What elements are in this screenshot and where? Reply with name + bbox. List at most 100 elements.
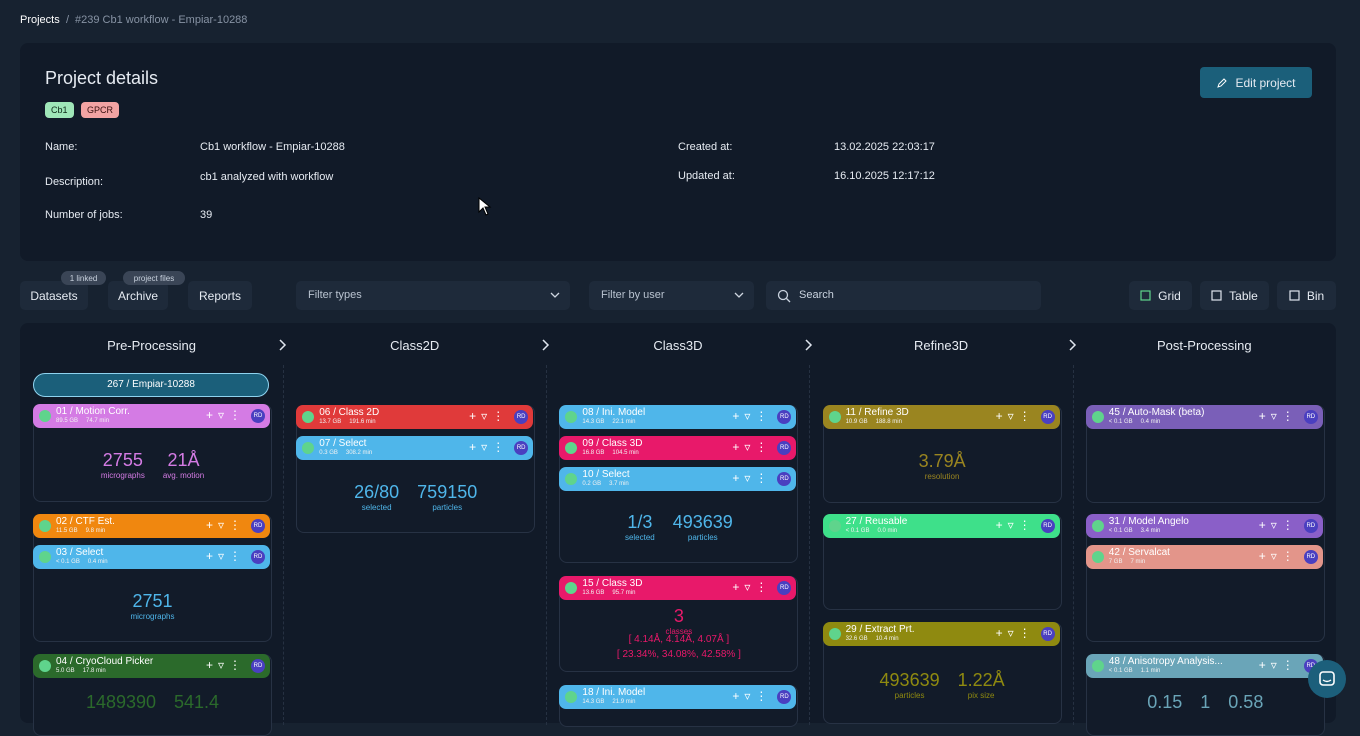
breadcrumb-root[interactable]: Projects <box>20 14 60 26</box>
job-tools[interactable]: +▿⋮ <box>205 518 246 532</box>
tab[interactable]: Archive <box>108 281 168 310</box>
search-box[interactable]: Search <box>766 281 1041 310</box>
edit-button[interactable]: Edit project <box>1200 67 1312 98</box>
job-tools[interactable]: +▿⋮ <box>732 580 773 594</box>
job-meta: 13.6 GB 95.7 min <box>582 590 635 596</box>
job-header[interactable]: 04 / CryoCloud Picker 5.0 GB 17.8 min +▿⋮ RD <box>33 654 270 678</box>
job-group: 08 / Ini. Model 14.3 GB 22.1 min +▿⋮ RD 09 / … <box>559 405 799 563</box>
job-title: 29 / Extract Prt. <box>845 624 915 635</box>
view-button[interactable]: Bin <box>1277 281 1336 310</box>
view-icon <box>1211 290 1222 301</box>
job-header[interactable]: 15 / Class 3D 13.6 GB 95.7 min +▿⋮ RD <box>559 576 797 600</box>
job-header[interactable]: 07 / Select 0.3 GB 308.2 min +▿⋮ RD <box>296 436 534 460</box>
dataset-pill[interactable]: 267 / Empiar-10288 <box>33 373 269 397</box>
job-tools[interactable]: +▿⋮ <box>1258 549 1299 563</box>
stat-value: 26/80 <box>354 481 400 502</box>
view-button[interactable]: Table <box>1200 281 1269 310</box>
stat-value: 3.79Å <box>918 451 966 471</box>
job-tools[interactable]: +▿⋮ <box>995 409 1036 423</box>
filter-label: Filter types <box>308 289 362 301</box>
status-icon <box>302 411 315 423</box>
job-size: < 0.1 GB <box>1108 528 1133 534</box>
job-size: 7 GB <box>1108 559 1123 565</box>
job-group: 06 / Class 2D 13.7 GB 191.6 min +▿⋮ RD 07 / S… <box>296 405 536 533</box>
job-tools[interactable]: +▿⋮ <box>1258 518 1299 532</box>
stats-row: 0.15 1 0.58 <box>1087 692 1324 713</box>
filter-dropdown[interactable]: Filter types <box>296 281 570 310</box>
job-header[interactable]: 03 / Select < 0.1 GB 0.4 min +▿⋮ RD <box>33 545 270 569</box>
job-time: 21.9 min <box>612 699 636 705</box>
stat-value: 493639 <box>879 670 940 690</box>
stat: 0.58 <box>1228 692 1263 713</box>
job-header[interactable]: 02 / CTF Est. 11.5 GB 9.8 min +▿⋮ RD <box>33 514 270 538</box>
job-user: RD <box>251 409 265 423</box>
job-size: 5.0 GB <box>56 668 75 674</box>
status-icon <box>565 691 578 703</box>
stat: 493639 particles <box>880 670 940 700</box>
job-header[interactable]: 31 / Model Angelo < 0.1 GB 3.4 min +▿⋮ RD <box>1085 514 1323 538</box>
cursor <box>478 197 492 216</box>
job-header[interactable]: 45 / Auto-Mask (beta) < 0.1 GB 0.4 min +▿⋮ R… <box>1085 405 1323 429</box>
job-header[interactable]: 27 / Reusable < 0.1 GB 0.0 min +▿⋮ RD <box>822 514 1060 538</box>
job-header[interactable]: 08 / Ini. Model 14.3 GB 22.1 min +▿⋮ RD <box>559 405 797 429</box>
status-icon <box>828 628 841 640</box>
chat-icon <box>1319 671 1335 686</box>
job-tools[interactable]: +▿⋮ <box>732 440 773 454</box>
job-meta: < 0.1 GB 0.4 min <box>56 559 108 565</box>
job-tools[interactable]: +▿⋮ <box>205 408 246 422</box>
job-header[interactable]: 11 / Refine 3D 10.9 GB 188.8 min +▿⋮ RD <box>822 405 1060 429</box>
job-header[interactable]: 10 / Select 0.2 GB 3.7 min +▿⋮ RD <box>559 467 797 491</box>
job-header[interactable]: 09 / Class 3D 16.8 GB 104.5 min +▿⋮ RD <box>559 436 797 460</box>
view-label: Bin <box>1306 288 1325 303</box>
search-icon <box>777 289 791 303</box>
job-time: 3.4 min <box>1140 528 1161 534</box>
job-time: 0.4 min <box>87 559 108 565</box>
tab[interactable]: Datasets <box>20 281 88 310</box>
job-header[interactable]: 29 / Extract Prt. 32.6 GB 10.4 min +▿⋮ RD <box>822 622 1060 646</box>
job-tools[interactable]: +▿⋮ <box>205 549 246 563</box>
job-group: 02 / CTF Est. 11.5 GB 9.8 min +▿⋮ RD 03 / Sel… <box>33 514 272 642</box>
job-time: 188.8 min <box>875 419 902 425</box>
job-user: RD <box>777 581 792 595</box>
job-user: RD <box>777 690 792 704</box>
job-tools[interactable]: +▿⋮ <box>1258 409 1299 423</box>
stats-row: 1/3 selected 493639 particles <box>560 512 797 542</box>
job-header[interactable]: 18 / Ini. Model 14.3 GB 21.9 min +▿⋮ RD <box>559 685 797 709</box>
job-size: 13.6 GB <box>582 590 605 596</box>
status-icon <box>1091 551 1104 563</box>
tab[interactable]: Reports <box>188 281 252 310</box>
job-meta: 0.2 GB 3.7 min <box>582 481 628 487</box>
stat: 0.15 <box>1147 692 1182 713</box>
job-tools[interactable]: +▿⋮ <box>732 409 773 423</box>
status-icon <box>565 473 578 485</box>
job-header[interactable]: 01 / Motion Corr. 89.5 GB 74.7 min +▿⋮ RD <box>33 404 270 428</box>
job-header[interactable]: 48 / Anisotropy Analysis... < 0.1 GB 1.1 m… <box>1085 654 1323 678</box>
status-icon <box>39 520 51 532</box>
column-title: Class2D <box>390 338 440 353</box>
job-tools[interactable]: +▿⋮ <box>1258 658 1299 672</box>
job-tools[interactable]: +▿⋮ <box>469 440 510 454</box>
job-tools[interactable]: +▿⋮ <box>732 689 773 703</box>
job-tools[interactable]: +▿⋮ <box>205 658 246 672</box>
job-meta: < 0.1 GB 0.4 min <box>1109 419 1161 425</box>
view-button[interactable]: Grid <box>1129 281 1192 310</box>
column-divider <box>283 365 284 725</box>
job-tools[interactable]: +▿⋮ <box>995 626 1036 640</box>
badge: project files <box>123 271 185 285</box>
job-time: 0.4 min <box>1140 419 1161 425</box>
job-size: 14.3 GB <box>582 419 605 425</box>
job-tools[interactable]: +▿⋮ <box>732 471 773 485</box>
job-size: 32.6 GB <box>845 636 868 642</box>
job-header[interactable]: 06 / Class 2D 13.7 GB 191.6 min +▿⋮ RD <box>296 405 534 429</box>
job-tools[interactable]: +▿⋮ <box>995 518 1036 532</box>
job-tools[interactable]: +▿⋮ <box>469 409 510 423</box>
chat-button[interactable] <box>1308 660 1346 698</box>
stat: 3 classes <box>666 606 693 636</box>
status-icon <box>565 442 578 454</box>
filter-dropdown[interactable]: Filter by user <box>589 281 754 310</box>
column-arrow <box>279 339 287 351</box>
stat: 2751 micrographs <box>130 591 174 621</box>
tag: GPCR <box>81 102 120 118</box>
job-title: 06 / Class 2D <box>319 407 380 418</box>
job-header[interactable]: 42 / Servalcat 7 GB 7 min +▿⋮ RD <box>1085 545 1323 569</box>
